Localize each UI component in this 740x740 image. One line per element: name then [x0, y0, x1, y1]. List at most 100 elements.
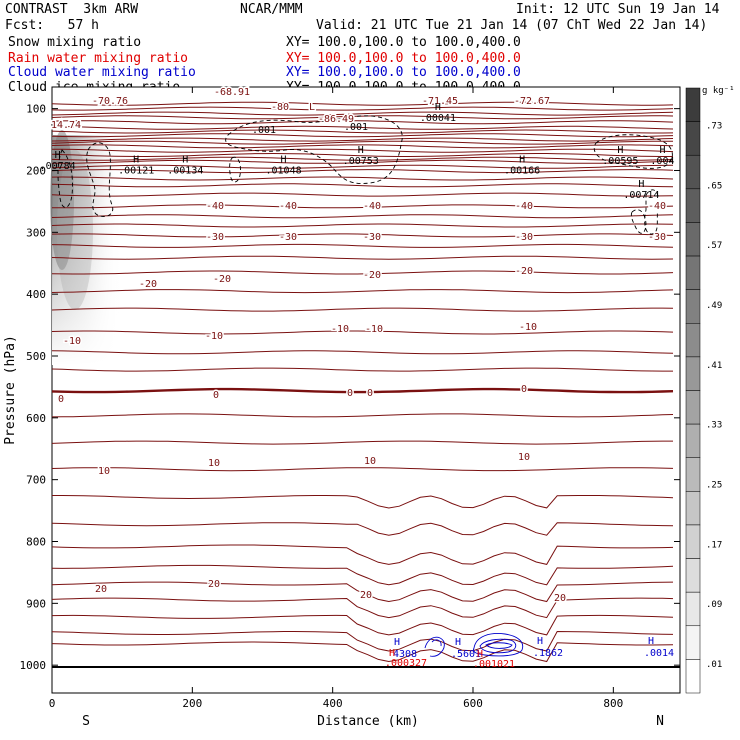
y-tick-label: 700 [26, 474, 46, 487]
colorbar-label: .49 [706, 301, 722, 311]
temperature-label: 10 [364, 456, 376, 467]
ice-max-marker: H [133, 154, 139, 165]
y-tick-label: 1000 [20, 659, 47, 672]
temperature-label: -71.45 [422, 96, 458, 107]
ice-max-value: .00041 [420, 113, 456, 124]
chart-title-left: CONTRAST 3km ARW [5, 2, 139, 17]
temperature-contour [51, 630, 674, 652]
temperature-contour [51, 140, 673, 145]
temperature-label: -68.91 [214, 87, 250, 98]
temperature-label: -30 [279, 232, 297, 243]
colorbar-swatch [685, 188, 701, 223]
temperature-label: 0 [213, 390, 219, 401]
temperature-label: 20 [208, 579, 220, 590]
ice-contour [229, 156, 241, 183]
temperature-contour [51, 111, 674, 116]
cloud-water-contour [431, 639, 442, 647]
ice-contour-label: .001 [252, 125, 276, 136]
temperature-label: -70.76 [92, 96, 128, 107]
x-tick-label: 600 [463, 697, 483, 710]
temperature-label: -10 [63, 336, 81, 347]
ice-contour [57, 149, 73, 208]
forecast-hour: Fcst: 57 h [5, 18, 99, 33]
temperature-contour [51, 115, 674, 120]
ice-max-value: .00595 [602, 156, 638, 167]
ice-max-value: .00714 [623, 190, 659, 201]
cloud-water-max-marker: H [455, 637, 461, 648]
cloud-water-contour [424, 636, 445, 657]
temperature-label: -20 [363, 270, 381, 281]
cloud-water-max-value: 4308 [393, 649, 417, 660]
colorbar-swatch [685, 625, 701, 660]
temperature-contour [51, 164, 674, 169]
init-time: Init: 12 UTC Sun 19 Jan 14 [516, 2, 720, 17]
colorbar-swatch [685, 423, 701, 458]
ice-max-value: .01048 [265, 165, 301, 176]
ice-max-marker: H [659, 145, 665, 156]
temperature-contour [51, 120, 674, 125]
temperature-label: -10 [331, 324, 349, 335]
cloud-water-max-value: .0014 [644, 648, 674, 659]
temperature-label: -10 [365, 324, 383, 335]
temperature-label: 20 [360, 590, 372, 601]
colorbar-label: .73 [706, 122, 722, 132]
temperature-label: -10 [519, 322, 537, 333]
temperature-contour [51, 564, 674, 586]
y-tick-label: 600 [26, 412, 46, 425]
temperature-contour [51, 125, 674, 130]
temperature-contour [51, 522, 674, 536]
colorbar-label: .33 [706, 421, 722, 431]
cloud-water-contour [485, 642, 513, 649]
temperature-contour [51, 544, 674, 565]
colorbar-swatch [685, 323, 701, 358]
temperature-contour [51, 101, 674, 106]
colorbar-swatch [685, 524, 701, 559]
field-name-cloud-water: Cloud water mixing ratio [8, 65, 196, 80]
rain-max-marker: H [477, 649, 483, 660]
colorbar-swatch [685, 222, 701, 257]
cloud-water-max-marker: H [394, 637, 400, 648]
temperature-contour [51, 614, 674, 636]
temperature-contour [51, 467, 674, 472]
ice-max-marker: H [519, 154, 525, 165]
ice-contour [225, 115, 403, 184]
temperature-label: 20 [554, 593, 566, 604]
temperature-contour [52, 495, 674, 509]
cloud-water-max-marker: H [537, 636, 543, 647]
temperature-label: 0 [58, 394, 64, 405]
colorbar-label: .65 [706, 181, 722, 191]
ice-max-value: .00784 [40, 161, 76, 172]
cloud-water-max-value: .5601 [451, 649, 481, 660]
ice-max-marker: H [638, 179, 644, 190]
rain-max-value: .000327 [385, 658, 427, 669]
temperature-contour [51, 413, 674, 418]
colorbar-label: .01 [706, 660, 722, 670]
colorbar-label: .25 [706, 481, 722, 491]
ice-max-marker: H [182, 154, 188, 165]
temperature-contour [51, 581, 674, 603]
ice-contour [630, 209, 647, 234]
temperature-contour [51, 152, 673, 157]
y-tick-label: 400 [26, 288, 46, 301]
colorbar-swatch [685, 87, 701, 122]
ice-contour [644, 189, 659, 235]
temperature-contour [51, 387, 674, 394]
temperature-label: 10 [98, 466, 110, 477]
cloud-water-contours [424, 633, 524, 657]
colorbar-swatch [685, 457, 701, 492]
temperature-label: -80 [271, 102, 289, 113]
temperature-label: -20 [515, 266, 533, 277]
colorbar-swatch [685, 289, 701, 324]
temperature-contour [51, 192, 674, 197]
ice-contour [593, 134, 673, 169]
x-axis-label: Distance (km) [317, 714, 419, 729]
temperature-contour [52, 159, 674, 164]
temperature-label: -86.49 [318, 114, 354, 125]
ice-max-value: .00753 [343, 156, 379, 167]
temperature-label: -40 [648, 201, 666, 212]
temperature-contour [51, 243, 674, 248]
temperature-label: -40 [515, 201, 533, 212]
colorbar-swatch [685, 491, 701, 526]
cloud-water-contour [473, 633, 524, 657]
temperature-contour [51, 289, 674, 294]
